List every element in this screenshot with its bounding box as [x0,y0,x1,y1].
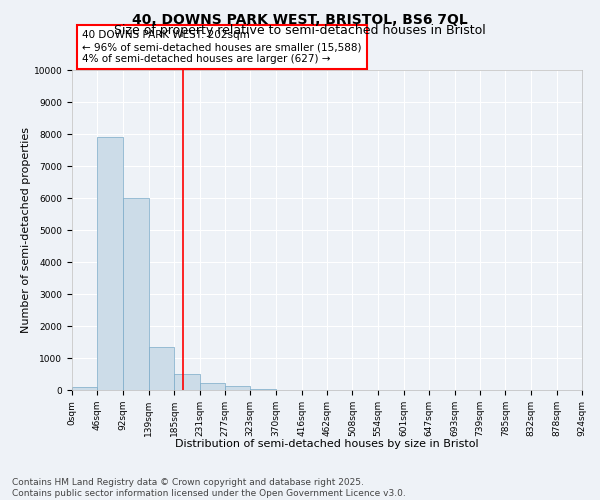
Y-axis label: Number of semi-detached properties: Number of semi-detached properties [21,127,31,333]
Bar [174,374,200,390]
Text: 40, DOWNS PARK WEST, BRISTOL, BS6 7QL: 40, DOWNS PARK WEST, BRISTOL, BS6 7QL [132,12,468,26]
Text: Size of property relative to semi-detached houses in Bristol: Size of property relative to semi-detach… [114,24,486,37]
Text: 40 DOWNS PARK WEST: 202sqm
← 96% of semi-detached houses are smaller (15,588)
4%: 40 DOWNS PARK WEST: 202sqm ← 96% of semi… [82,30,362,64]
Bar [149,347,174,390]
Bar [123,198,149,390]
Bar [72,387,97,390]
Text: Contains HM Land Registry data © Crown copyright and database right 2025.
Contai: Contains HM Land Registry data © Crown c… [12,478,406,498]
Bar [250,388,276,390]
Bar [97,137,123,390]
X-axis label: Distribution of semi-detached houses by size in Bristol: Distribution of semi-detached houses by … [175,439,479,449]
Bar [199,384,225,390]
Bar [225,386,250,390]
